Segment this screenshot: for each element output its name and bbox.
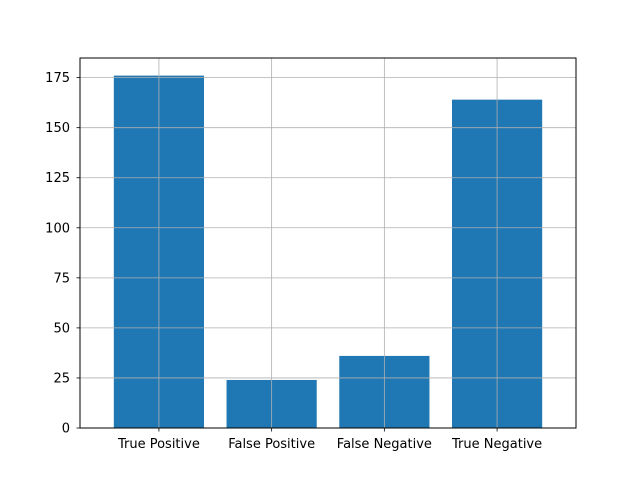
y-tick-label: 25	[53, 371, 70, 386]
y-tick-label: 175	[45, 71, 70, 86]
x-tick-label: True Negative	[451, 437, 542, 452]
y-tick-label: 150	[45, 121, 70, 136]
plot-frame	[79, 57, 577, 429]
y-axis-ticks: 0 25 50 75 100 125 150 175	[45, 71, 80, 437]
x-tick-label: False Negative	[337, 437, 432, 452]
y-tick-label: 125	[45, 171, 70, 186]
y-tick-label: 100	[45, 221, 70, 236]
y-tick-label: 50	[53, 321, 70, 336]
y-tick-label: 0	[62, 422, 70, 437]
x-tick-label: False Positive	[228, 437, 315, 452]
x-tick-label: True Positive	[117, 437, 200, 452]
x-axis-ticks: True Positive False Positive False Negativ…	[117, 428, 542, 452]
grid-lines	[80, 58, 576, 429]
y-tick-label: 75	[53, 271, 70, 286]
